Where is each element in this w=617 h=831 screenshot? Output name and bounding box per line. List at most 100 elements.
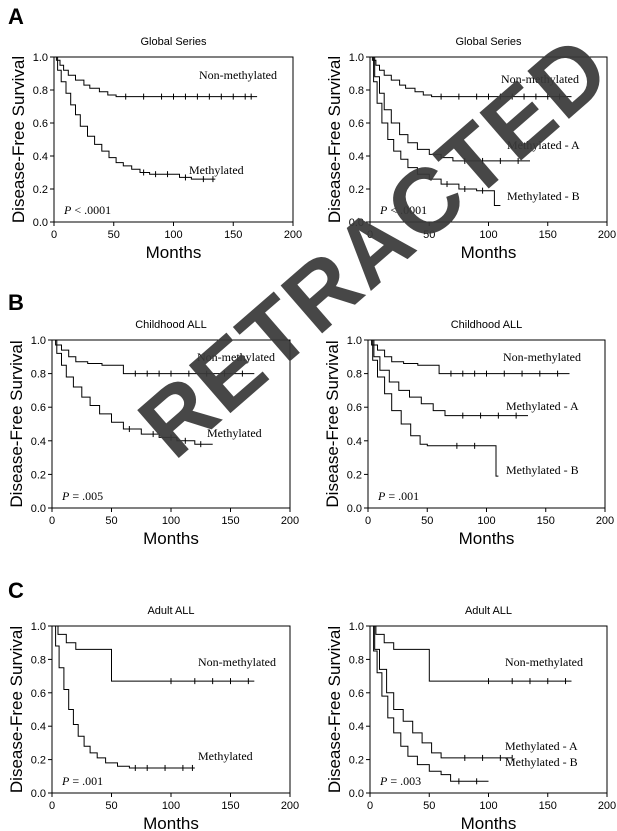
- p-value-annotation: P = .001: [377, 489, 419, 503]
- y-tick-label: 0.4: [33, 151, 48, 163]
- y-axis-label: Disease-Free Survival: [9, 56, 28, 223]
- y-axis-label: Disease-Free Survival: [7, 340, 26, 507]
- series-label-2: Methylated - A: [507, 138, 580, 152]
- series-line-3: [368, 339, 499, 477]
- series-line-1: [52, 339, 255, 375]
- km-panel-4: Childhood ALL 0.0 0.2 0.4 0.6 0.8 1.0 0 50 100 150…: [323, 319, 614, 548]
- y-tick-label: 0.4: [349, 151, 364, 163]
- x-tick-label: 100: [479, 229, 497, 241]
- series-line-1: [54, 56, 258, 98]
- series-label-2: Methylated: [198, 749, 253, 763]
- km-panel-6: Adult ALL 0.0 0.2 0.4 0.6 0.8 1.0 0 50 100 150 200 M…: [325, 605, 616, 831]
- y-tick-label: 1.0: [349, 52, 364, 64]
- y-tick-label: 0.4: [31, 721, 46, 733]
- x-tick-label: 150: [221, 515, 239, 527]
- panel-title: Global Series: [455, 36, 522, 48]
- y-tick-label: 0.0: [349, 217, 364, 229]
- x-tick-label: 50: [423, 229, 435, 241]
- section-letter-c: C: [8, 578, 24, 603]
- series-label-2: Methylated - A: [506, 399, 579, 413]
- x-tick-label: 0: [49, 800, 55, 812]
- x-tick-label: 200: [284, 229, 302, 241]
- x-tick-label: 150: [221, 800, 239, 812]
- y-tick-label: 0.2: [349, 184, 364, 196]
- y-tick-label: 0.2: [31, 469, 46, 481]
- y-tick-label: 0.6: [31, 402, 46, 414]
- y-tick-label: 0.8: [31, 654, 46, 666]
- panel-title: Adult ALL: [147, 605, 194, 617]
- p-value-annotation: P = .005: [61, 489, 103, 503]
- y-tick-label: 0.6: [347, 402, 362, 414]
- series-label-1: Non-methylated: [197, 350, 275, 364]
- y-axis-label: Disease-Free Survival: [7, 626, 26, 793]
- series-line-2: [368, 339, 528, 417]
- series-label-3: Methylated - B: [507, 189, 580, 203]
- series-label-1: Non-methylated: [503, 350, 581, 364]
- y-tick-label: 0.0: [347, 503, 362, 515]
- y-axis-label: Disease-Free Survival: [325, 56, 344, 223]
- x-tick-label: 200: [598, 229, 616, 241]
- series-line-1: [370, 625, 572, 682]
- y-tick-label: 0.6: [349, 688, 364, 700]
- x-tick-label: 150: [224, 229, 242, 241]
- p-value-annotation: P < .0001: [379, 203, 427, 217]
- x-tick-label: 50: [105, 515, 117, 527]
- km-panel-3: Childhood ALL 0.0 0.2 0.4 0.6 0.8 1.0 0 50 100 150…: [7, 319, 299, 548]
- p-value-text: = .003: [387, 774, 421, 788]
- panel-title: Adult ALL: [465, 605, 512, 617]
- x-axis-label: Months: [459, 529, 515, 548]
- p-value-annotation: P = .001: [61, 774, 103, 788]
- section-letter-b: B: [8, 290, 24, 315]
- x-tick-label: 50: [105, 800, 117, 812]
- y-tick-label: 0.4: [31, 436, 46, 448]
- series-line-2: [52, 339, 213, 445]
- section-letter-a: A: [8, 4, 24, 29]
- p-value-prefix: P: [63, 203, 72, 217]
- series-label-1: Non-methylated: [198, 655, 276, 669]
- series-label-1: Non-methylated: [505, 655, 583, 669]
- panel-title: Childhood ALL: [451, 319, 523, 331]
- x-axis-label: Months: [143, 814, 199, 831]
- km-panel-1: Global Series 0.0 0.2 0.4 0.6 0.8 1.0 0 50 100 150…: [9, 36, 302, 262]
- x-tick-label: 100: [162, 515, 180, 527]
- x-tick-label: 0: [367, 800, 373, 812]
- series-label-1: Non-methylated: [501, 72, 579, 86]
- panel-title: Childhood ALL: [135, 319, 207, 331]
- x-tick-label: 100: [477, 515, 495, 527]
- p-value-text: < .0001: [387, 203, 427, 217]
- x-axis-label: Months: [143, 529, 199, 548]
- p-value-prefix: P: [377, 489, 386, 503]
- x-tick-label: 200: [596, 515, 614, 527]
- x-tick-label: 100: [164, 229, 182, 241]
- y-tick-label: 0.8: [33, 85, 48, 97]
- y-tick-label: 0.4: [349, 721, 364, 733]
- x-axis-label: Months: [461, 243, 517, 262]
- y-tick-label: 0.2: [349, 755, 364, 767]
- series-label-2: Methylated: [207, 426, 262, 440]
- x-tick-label: 0: [367, 229, 373, 241]
- p-value-text: = .005: [69, 489, 103, 503]
- series-label-1: Non-methylated: [199, 68, 277, 82]
- x-tick-label: 100: [162, 800, 180, 812]
- series-line-1: [52, 625, 255, 682]
- x-tick-label: 50: [421, 515, 433, 527]
- series-label-3: Methylated - B: [505, 755, 578, 769]
- p-value-prefix: P: [61, 489, 70, 503]
- p-value-text: = .001: [69, 774, 103, 788]
- x-tick-label: 50: [108, 229, 120, 241]
- series-line-2: [370, 56, 530, 162]
- y-tick-label: 0.0: [349, 788, 364, 800]
- p-value-prefix: P: [61, 774, 70, 788]
- series-label-2: Methylated - A: [505, 739, 578, 753]
- y-tick-label: 0.6: [349, 118, 364, 130]
- y-tick-label: 0.2: [347, 469, 362, 481]
- y-tick-label: 0.8: [349, 85, 364, 97]
- y-tick-label: 1.0: [31, 621, 46, 633]
- y-tick-label: 1.0: [33, 52, 48, 64]
- p-value-text: = .001: [385, 489, 419, 503]
- y-tick-label: 0.4: [347, 436, 362, 448]
- y-tick-label: 0.8: [31, 369, 46, 381]
- km-panel-5: Adult ALL 0.0 0.2 0.4 0.6 0.8 1.0 0 50 100 150 200 M…: [7, 605, 299, 831]
- x-tick-label: 0: [49, 515, 55, 527]
- x-tick-label: 150: [539, 229, 557, 241]
